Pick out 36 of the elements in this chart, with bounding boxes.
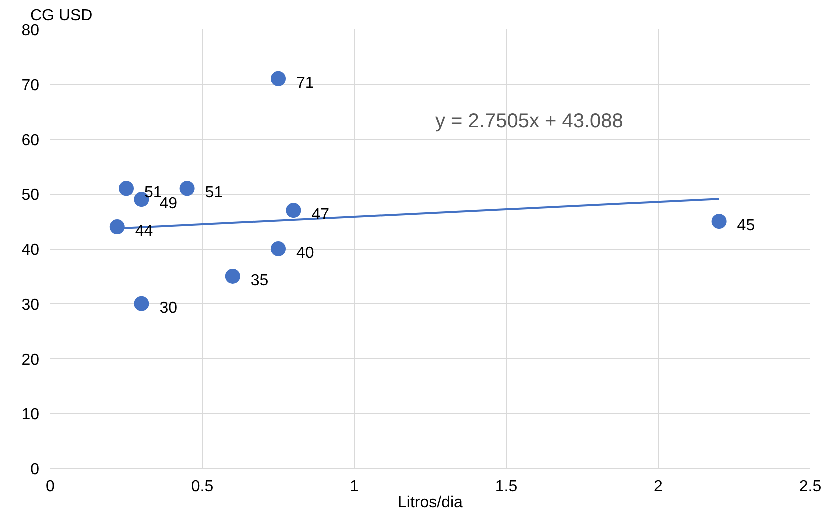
y-tick-label: 60 [22, 132, 40, 150]
y-axis-title: CG USD [30, 8, 93, 24]
annotation: y = 2.7505x + 43.088 [436, 110, 624, 132]
data-label: 40 [296, 245, 314, 262]
y-tick-label: 10 [22, 406, 40, 424]
data-label: 35 [250, 272, 269, 290]
point [180, 181, 195, 196]
y-tick-label: 0 [30, 462, 40, 478]
point [712, 214, 727, 230]
point [110, 220, 125, 235]
x-tick-label: 1.5 [495, 478, 518, 496]
y-tick-label: 80 [22, 22, 40, 40]
data-label: 71 [296, 74, 314, 92]
point [271, 242, 286, 256]
point [119, 181, 134, 196]
y-tick-label: 20 [22, 352, 40, 369]
y-tick-label: 50 [22, 187, 40, 204]
point [271, 71, 286, 86]
y-tick-label: 70 [22, 77, 40, 94]
x-tick-label: 0.5 [191, 478, 214, 496]
x-tick-label: 1 [350, 478, 360, 496]
x-tick-label: 2.5 [799, 478, 822, 496]
data-label: 30 [160, 300, 178, 317]
data-label: 51 [205, 184, 224, 202]
x-tick-label: 2 [654, 478, 664, 496]
data-label: 45 [737, 218, 756, 235]
data-label: 44 [135, 223, 154, 240]
point [286, 203, 302, 218]
point [225, 268, 240, 284]
point [134, 296, 150, 312]
y-tick-label: 30 [22, 296, 40, 314]
x-axis-title: Litros/dia [398, 494, 464, 512]
y-tick-label: 40 [22, 242, 40, 259]
data-label: 49 [160, 196, 178, 213]
x-tick-label: 0 [46, 478, 56, 496]
data-label: 51 [144, 184, 162, 202]
